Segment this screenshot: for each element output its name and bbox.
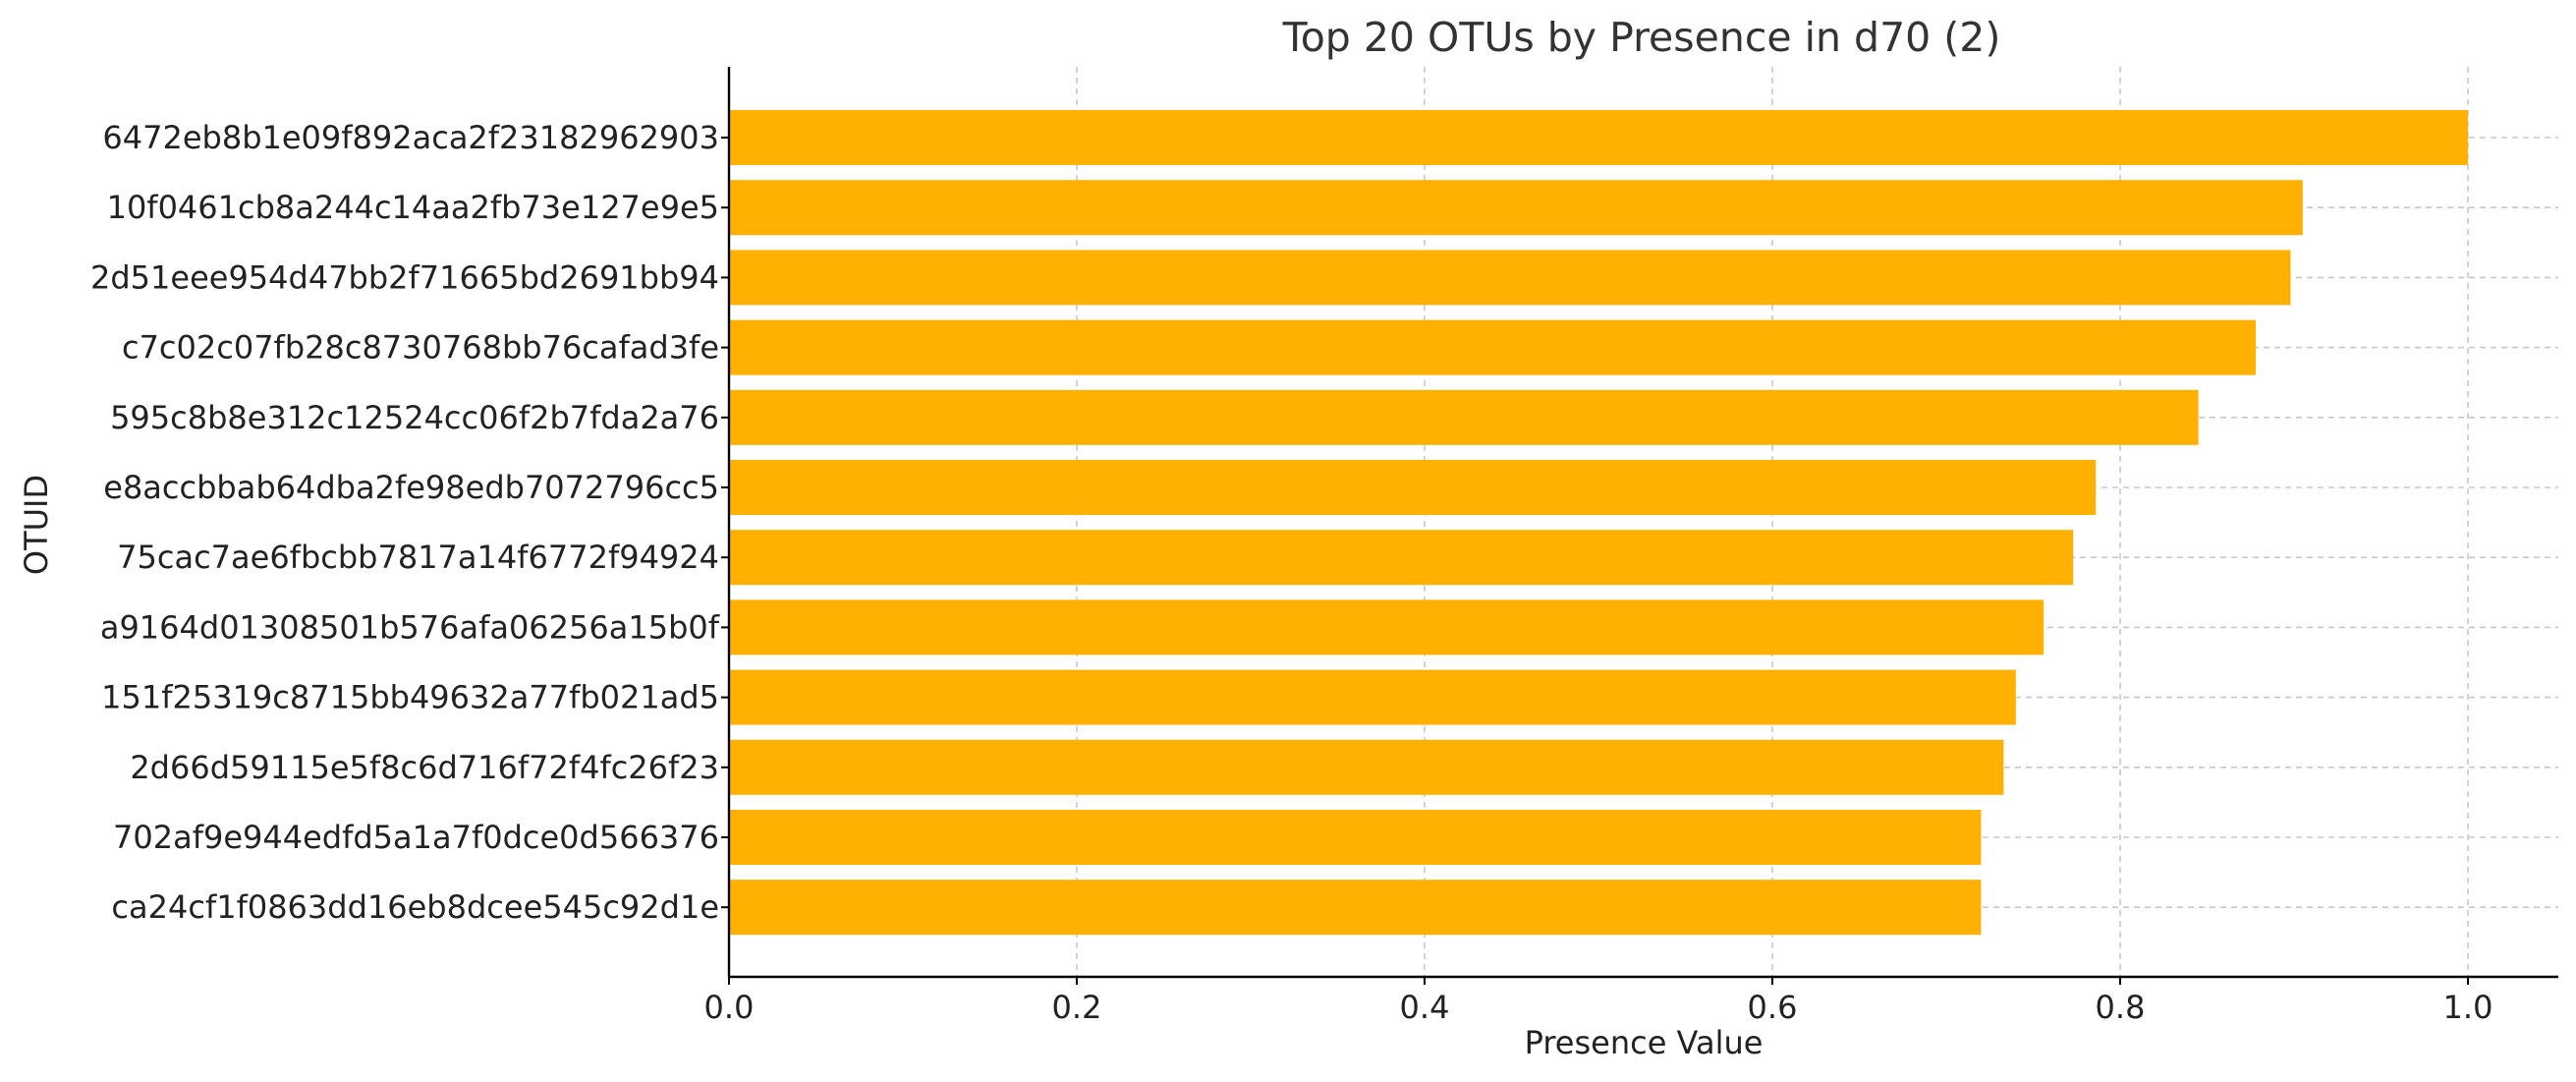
- bar: [729, 880, 1982, 936]
- bar: [729, 810, 1982, 865]
- bar: [729, 739, 2004, 795]
- chart-title: Top 20 OTUs by Presence in d70 (2): [1282, 14, 2001, 61]
- y-tick-label: e8accbbab64dba2fe98edb7072796cc5: [103, 469, 719, 506]
- x-tick-label: 0.8: [2096, 989, 2146, 1026]
- bar: [729, 599, 2044, 655]
- y-tick-label: 595c8b8e312c12524cc06f2b7fda2a76: [110, 399, 719, 436]
- x-tick-labels: 0.0 0.2 0.4 0.6 0.8 1.0: [704, 977, 2493, 1026]
- y-tick-labels: 6472eb8b1e09f892aca2f23182962903 10f0461c…: [90, 119, 729, 926]
- bar: [729, 530, 2074, 586]
- bar: [729, 110, 2468, 165]
- y-axis-label: OTUID: [18, 475, 55, 575]
- bar: [729, 389, 2199, 445]
- x-tick-label: 0.0: [704, 989, 755, 1026]
- y-tick-label: 10f0461cb8a244c14aa2fb73e127e9e5: [107, 189, 719, 226]
- bars: [729, 110, 2468, 936]
- x-tick-label: 0.2: [1052, 989, 1102, 1026]
- bar: [729, 250, 2291, 306]
- bar: [729, 180, 2303, 236]
- y-tick-label: 151f25319c8715bb49632a77fb021ad5: [101, 679, 719, 716]
- y-tick-label: 702af9e944edfd5a1a7f0dce0d566376: [113, 819, 719, 856]
- bar: [729, 319, 2257, 375]
- y-tick-label: ca24cf1f0863dd16eb8dcee545c92d1e: [111, 888, 719, 926]
- y-tick-label: 2d66d59115e5f8c6d716f72f4fc26f23: [130, 749, 719, 786]
- bar: [729, 460, 2097, 515]
- x-tick-label: 1.0: [2443, 989, 2493, 1026]
- y-tick-label: 6472eb8b1e09f892aca2f23182962903: [102, 119, 719, 156]
- x-tick-label: 0.6: [1748, 989, 1798, 1026]
- y-tick-label: 75cac7ae6fbcbb7817a14f6772f94924: [117, 539, 719, 576]
- y-tick-label: c7c02c07fb28c8730768bb76cafad3fe: [122, 329, 719, 367]
- axes: [727, 67, 2558, 979]
- x-axis-label: Presence Value: [1525, 1024, 1764, 1061]
- bar: [729, 669, 2016, 725]
- x-tick-label: 0.4: [1400, 989, 1450, 1026]
- y-tick-label: a9164d01308501b576afa06256a15b0f: [100, 608, 720, 646]
- y-tick-label: 2d51eee954d47bb2f71665bd2691bb94: [90, 258, 719, 296]
